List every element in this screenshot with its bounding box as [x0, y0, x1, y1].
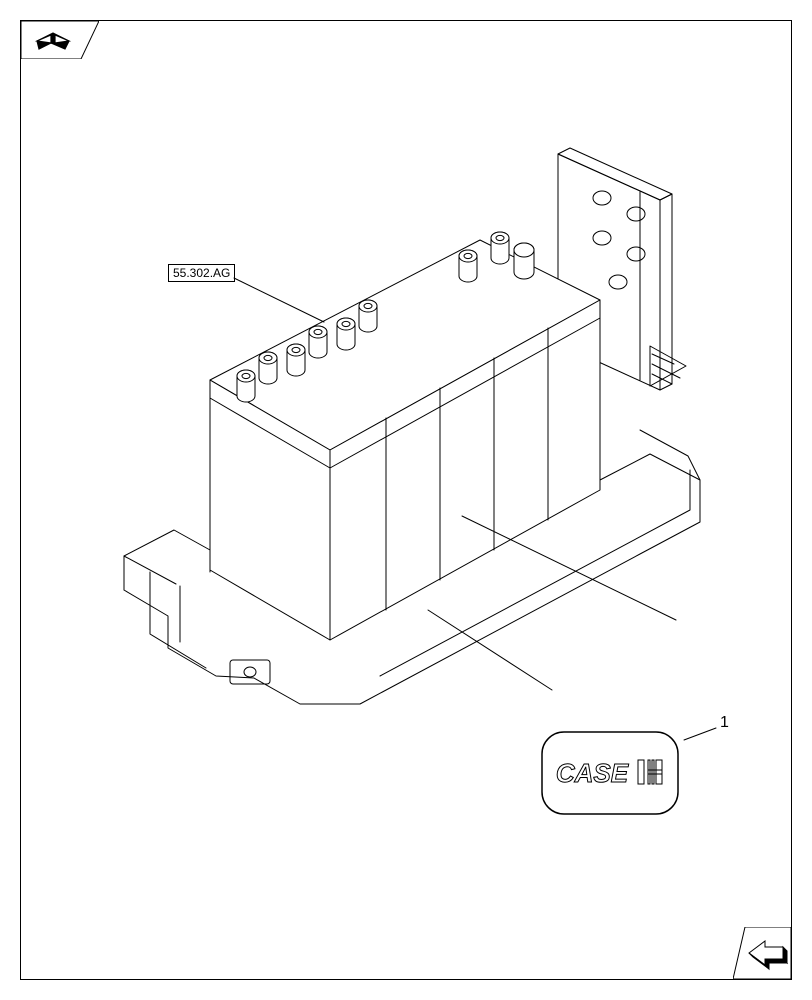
callout-1-leader: [684, 728, 716, 740]
callout-leader-1: [462, 516, 676, 620]
brand-logo-text: CASE: [556, 758, 629, 788]
technical-diagram: [0, 0, 812, 1000]
brand-logo-callout: CASE: [540, 730, 680, 816]
ref-leader: [234, 278, 324, 322]
callout-leader-2: [428, 610, 552, 690]
battery-box: [210, 240, 600, 640]
